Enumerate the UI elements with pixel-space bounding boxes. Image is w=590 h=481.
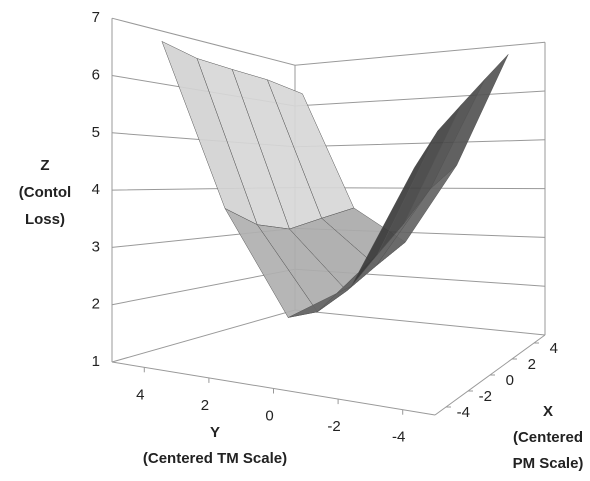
surface-patch xyxy=(377,104,462,255)
z-tick-label: 6 xyxy=(92,66,100,83)
z-tick-label: 1 xyxy=(92,353,100,370)
axis-title: Loss) xyxy=(25,211,65,228)
surface-patch xyxy=(403,79,486,224)
axis-title: X xyxy=(543,403,553,420)
axis-title: (Centered xyxy=(513,429,583,446)
surface-patch xyxy=(430,54,509,189)
axis-title: Z xyxy=(40,157,49,174)
z-tick-label: 4 xyxy=(92,181,100,198)
x-tick-label: 2 xyxy=(528,356,536,373)
grid-line xyxy=(111,132,546,148)
x-tick-label: 0 xyxy=(506,372,514,389)
y-tick-label: -2 xyxy=(327,418,340,435)
z-tick-label: 7 xyxy=(92,9,100,26)
surface-patch xyxy=(351,130,439,287)
y-tick-label: 4 xyxy=(136,386,144,403)
grid-line xyxy=(111,309,546,363)
z-tick-label: 2 xyxy=(92,296,100,313)
axis-title: (Centered TM Scale) xyxy=(143,450,287,467)
z-tick-label: 5 xyxy=(92,124,100,141)
y-tick-label: 2 xyxy=(201,397,209,414)
y-tick-label: -4 xyxy=(392,429,405,446)
y-tick-label: 0 xyxy=(265,407,273,424)
axis-title: (Contol xyxy=(19,184,71,201)
x-tick-label: -4 xyxy=(457,404,470,421)
x-tick-label: -2 xyxy=(479,388,492,405)
x-tick-label: 4 xyxy=(550,340,558,357)
axis-title: PM Scale) xyxy=(513,455,584,472)
z-tick-label: 3 xyxy=(92,238,100,255)
axis-title: Y xyxy=(210,424,220,441)
